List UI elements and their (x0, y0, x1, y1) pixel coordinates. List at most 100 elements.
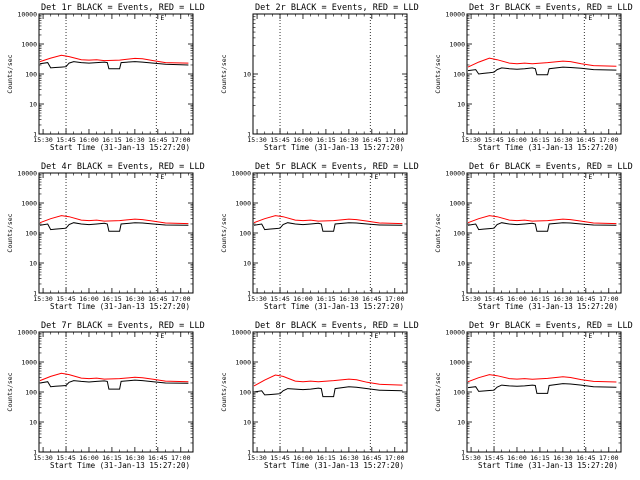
y-tick-label: 10 (243, 419, 251, 427)
x-tick-label: 16:30 (553, 295, 573, 303)
y-tick-label: 10000 (231, 170, 251, 178)
x-tick-label: 16:15 (530, 295, 550, 303)
y-tick-label: 10 (243, 71, 251, 79)
plot-frame (38, 331, 194, 453)
x-axis-label: Start Time (31-Jan-13 15:27:20) (478, 461, 618, 470)
x-tick-label: 15:45 (484, 136, 504, 144)
y-tick-label: 10 (29, 419, 37, 427)
y-tick-label: 1 (461, 449, 465, 457)
x-axis-label: Start Time (31-Jan-13 15:27:20) (50, 461, 190, 470)
panel-det-4: Det 4r BLACK = Events, RED = LLD Counts/s… (6, 162, 205, 311)
y-axis-label: Counts/sec (6, 372, 14, 411)
x-tick-label: 16:45 (576, 454, 596, 462)
y-tick-label: 100 (25, 71, 37, 79)
events-series-line (467, 222, 617, 232)
x-axis-label: Start Time (31-Jan-13 15:27:20) (478, 143, 618, 152)
x-tick-label: 15:45 (270, 295, 290, 303)
y-tick-label: 100 (453, 389, 465, 397)
y-axis-label: Counts/sec (434, 54, 442, 93)
corner-glyph: E (160, 173, 164, 181)
x-tick-label: 15:45 (56, 295, 76, 303)
x-tick-label: 16:45 (362, 454, 382, 462)
x-tick-label: 16:15 (102, 136, 122, 144)
x-tick-label: 16:30 (125, 295, 145, 303)
panel-title: Det 1r BLACK = Events, RED = LLD (41, 3, 205, 13)
x-tick-label: 17:00 (385, 454, 405, 462)
x-tick-label: 16:15 (316, 454, 336, 462)
y-tick-label: 1 (461, 290, 465, 298)
events-series-line (467, 66, 617, 76)
y-tick-label: 1000 (449, 41, 465, 49)
y-tick-label: 10000 (445, 11, 465, 19)
y-tick-label: 10000 (445, 329, 465, 337)
x-tick-label: 16:45 (576, 136, 596, 144)
y-tick-label: 1 (461, 131, 465, 139)
corner-glyph: E (588, 14, 592, 22)
y-tick-label: 10 (457, 260, 465, 268)
x-tick-label: 16:15 (316, 295, 336, 303)
y-tick-label: 1 (33, 290, 37, 298)
y-tick-label: 10000 (17, 329, 37, 337)
y-tick-label: 100 (453, 230, 465, 238)
x-tick-label: 16:15 (530, 136, 550, 144)
y-tick-label: 1000 (21, 41, 37, 49)
corner-glyph: E (588, 332, 592, 340)
panel-title: Det 9r BLACK = Events, RED = LLD (469, 321, 633, 331)
events-series-line (39, 61, 189, 70)
y-tick-label: 1000 (235, 200, 251, 208)
x-tick-label: 15:45 (56, 136, 76, 144)
x-tick-label: 17:00 (385, 295, 405, 303)
y-tick-label: 1000 (21, 359, 37, 367)
y-tick-label: 10 (29, 260, 37, 268)
lld-series-line (253, 215, 403, 225)
plot-frame (252, 172, 408, 294)
y-tick-label: 1 (33, 131, 37, 139)
x-tick-label: 15:45 (484, 295, 504, 303)
x-tick-label: 16:00 (293, 136, 313, 144)
y-tick-label: 100 (25, 230, 37, 238)
x-tick-label: 17:00 (171, 454, 191, 462)
y-tick-label: 10000 (231, 329, 251, 337)
y-tick-label: 100 (25, 389, 37, 397)
x-tick-label: 16:00 (293, 454, 313, 462)
y-tick-label: 1 (247, 449, 251, 457)
x-tick-label: 16:15 (316, 136, 336, 144)
x-tick-label: 16:45 (362, 295, 382, 303)
lld-series-line (467, 215, 617, 225)
y-tick-label: 1000 (21, 200, 37, 208)
x-tick-label: 15:30 (33, 454, 53, 462)
y-tick-label: 10000 (17, 11, 37, 19)
y-tick-label: 100 (453, 71, 465, 79)
panel-det-8: Det 8r BLACK = Events, RED = LLD Counts/s… (220, 321, 419, 470)
y-tick-label: 100 (239, 389, 251, 397)
corner-glyph: E (588, 173, 592, 181)
panel-det-9: Det 9r BLACK = Events, RED = LLD Counts/s… (434, 321, 633, 470)
y-axis-label: Counts/sec (220, 54, 228, 93)
plot-frame (466, 13, 622, 135)
y-axis-label: Counts/sec (220, 372, 228, 411)
x-tick-label: 16:45 (148, 136, 168, 144)
x-tick-label: 17:00 (171, 295, 191, 303)
y-tick-label: 10000 (17, 170, 37, 178)
plot-frame (466, 172, 622, 294)
panel-title: Det 4r BLACK = Events, RED = LLD (41, 162, 205, 172)
y-tick-label: 10000 (445, 170, 465, 178)
lld-series-line (253, 374, 403, 387)
x-tick-label: 16:00 (79, 136, 99, 144)
x-tick-label: 16:30 (553, 136, 573, 144)
x-tick-label: 16:00 (79, 454, 99, 462)
y-tick-label: 100 (239, 230, 251, 238)
corner-glyph: E (374, 173, 378, 181)
x-axis-label: Start Time (31-Jan-13 15:27:20) (50, 302, 190, 311)
lld-series-line (467, 374, 617, 383)
x-tick-label: 15:30 (461, 454, 481, 462)
lld-series-line (39, 215, 189, 225)
x-tick-label: 16:00 (507, 136, 527, 144)
events-series-line (253, 222, 403, 232)
y-tick-label: 1 (247, 131, 251, 139)
y-axis-label: Counts/sec (434, 213, 442, 252)
x-tick-label: 15:45 (484, 454, 504, 462)
panel-det-1: Det 1r BLACK = Events, RED = LLD Counts/s… (6, 3, 205, 152)
x-tick-label: 15:30 (461, 136, 481, 144)
y-axis-label: Counts/sec (6, 213, 14, 252)
